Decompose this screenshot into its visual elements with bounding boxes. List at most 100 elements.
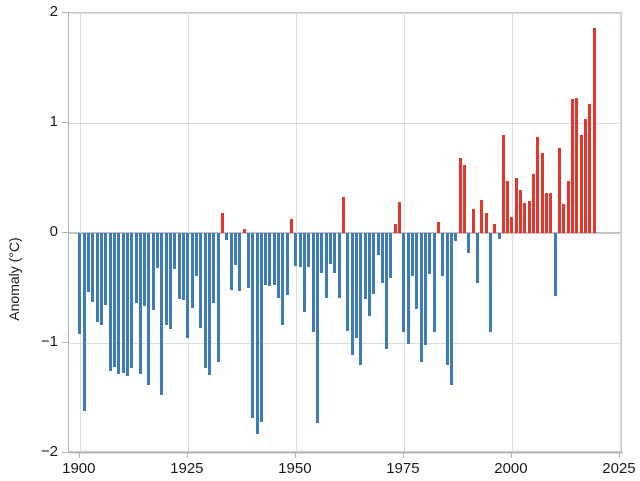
bar-2000 bbox=[510, 216, 514, 233]
x-tick-label: 1950 bbox=[278, 460, 312, 477]
x-tick-mark bbox=[618, 452, 620, 458]
bar-1945 bbox=[272, 233, 276, 285]
bar-1983 bbox=[437, 222, 440, 233]
bar-1908 bbox=[112, 233, 116, 368]
y-tick-mark bbox=[62, 122, 68, 123]
bar-1998 bbox=[501, 135, 505, 233]
bar-1921 bbox=[169, 233, 173, 329]
bar-2006 bbox=[536, 137, 540, 233]
bar-1989 bbox=[462, 164, 466, 233]
bar-1948 bbox=[285, 233, 289, 295]
bar-2019 bbox=[592, 28, 596, 233]
bar-1936 bbox=[233, 233, 237, 265]
bar-2002 bbox=[519, 190, 523, 233]
bar-2003 bbox=[523, 203, 527, 233]
bar-1931 bbox=[212, 233, 216, 304]
bar-2010 bbox=[553, 233, 557, 296]
bar-1911 bbox=[125, 233, 129, 376]
bar-1977 bbox=[411, 233, 414, 276]
bar-1969 bbox=[376, 233, 380, 255]
bar-1939 bbox=[246, 233, 250, 288]
x-tick-mark bbox=[510, 452, 512, 458]
bar-2018 bbox=[588, 104, 592, 233]
bar-2007 bbox=[540, 152, 544, 233]
bar-1991 bbox=[471, 208, 475, 233]
bar-2009 bbox=[549, 193, 553, 233]
bar-1928 bbox=[199, 233, 203, 328]
bar-1997 bbox=[497, 233, 501, 239]
bar-2012 bbox=[562, 204, 566, 233]
bar-1925 bbox=[186, 233, 190, 338]
bar-1909 bbox=[117, 233, 121, 374]
gridline-horizontal bbox=[69, 453, 621, 454]
bar-1971 bbox=[385, 233, 389, 349]
bar-1901 bbox=[82, 233, 86, 412]
bar-1953 bbox=[307, 233, 311, 268]
bar-1956 bbox=[320, 233, 324, 273]
bar-1934 bbox=[225, 233, 229, 240]
bar-1994 bbox=[484, 213, 488, 233]
bar-1995 bbox=[488, 233, 492, 332]
bar-1935 bbox=[229, 233, 233, 291]
bar-1902 bbox=[86, 233, 90, 293]
bar-1947 bbox=[281, 233, 285, 326]
bar-1958 bbox=[328, 233, 332, 264]
bar-1951 bbox=[298, 233, 302, 268]
bar-1937 bbox=[238, 233, 242, 292]
bar-1944 bbox=[268, 233, 272, 286]
bar-1967 bbox=[367, 233, 371, 316]
bar-1910 bbox=[121, 233, 125, 373]
bar-1946 bbox=[277, 233, 281, 298]
bar-1926 bbox=[190, 233, 194, 308]
bar-1903 bbox=[91, 233, 95, 303]
bar-1920 bbox=[164, 233, 168, 326]
bar-1985 bbox=[445, 233, 449, 365]
y-tick-mark bbox=[62, 232, 68, 233]
bar-1984 bbox=[441, 233, 445, 276]
bar-1914 bbox=[138, 233, 142, 374]
bar-1964 bbox=[354, 233, 358, 338]
bar-1972 bbox=[389, 233, 393, 279]
y-tick-mark bbox=[62, 342, 68, 343]
bar-1993 bbox=[480, 200, 484, 233]
bar-2001 bbox=[514, 178, 518, 233]
gridline-vertical bbox=[403, 13, 405, 451]
x-tick-mark bbox=[294, 452, 296, 458]
gridline-horizontal bbox=[69, 232, 621, 234]
bar-1990 bbox=[467, 233, 471, 253]
chart-plot-area bbox=[68, 12, 622, 454]
bar-1974 bbox=[398, 202, 402, 233]
bar-2005 bbox=[532, 173, 535, 233]
x-tick-mark bbox=[402, 452, 404, 458]
y-tick-label: 1 bbox=[49, 113, 58, 130]
y-tick-mark bbox=[62, 12, 68, 13]
bar-1930 bbox=[207, 233, 211, 375]
bar-1932 bbox=[216, 233, 220, 362]
bar-1915 bbox=[143, 233, 147, 306]
y-axis-line bbox=[68, 12, 69, 453]
y-tick-label: −1 bbox=[40, 333, 58, 350]
bar-1968 bbox=[372, 233, 376, 294]
bar-2016 bbox=[579, 135, 583, 233]
bar-1992 bbox=[475, 233, 479, 283]
bar-1996 bbox=[493, 224, 497, 233]
y-tick-mark bbox=[62, 452, 68, 453]
bar-2013 bbox=[566, 181, 570, 233]
bar-1919 bbox=[160, 233, 164, 395]
gridline-horizontal bbox=[69, 13, 621, 14]
bar-1916 bbox=[147, 233, 151, 385]
gridline-horizontal bbox=[69, 123, 621, 124]
bar-1960 bbox=[337, 233, 341, 298]
x-tick-mark bbox=[186, 452, 188, 458]
x-axis-line bbox=[68, 452, 623, 453]
bar-1952 bbox=[303, 233, 306, 313]
bar-1904 bbox=[95, 233, 99, 323]
bar-1913 bbox=[134, 233, 138, 304]
bar-1942 bbox=[259, 233, 263, 423]
y-tick-label: −2 bbox=[40, 443, 58, 460]
bar-1962 bbox=[346, 233, 350, 331]
bar-2004 bbox=[527, 201, 531, 233]
bar-1954 bbox=[311, 233, 315, 332]
bar-1917 bbox=[151, 233, 155, 310]
bar-1949 bbox=[290, 218, 294, 233]
